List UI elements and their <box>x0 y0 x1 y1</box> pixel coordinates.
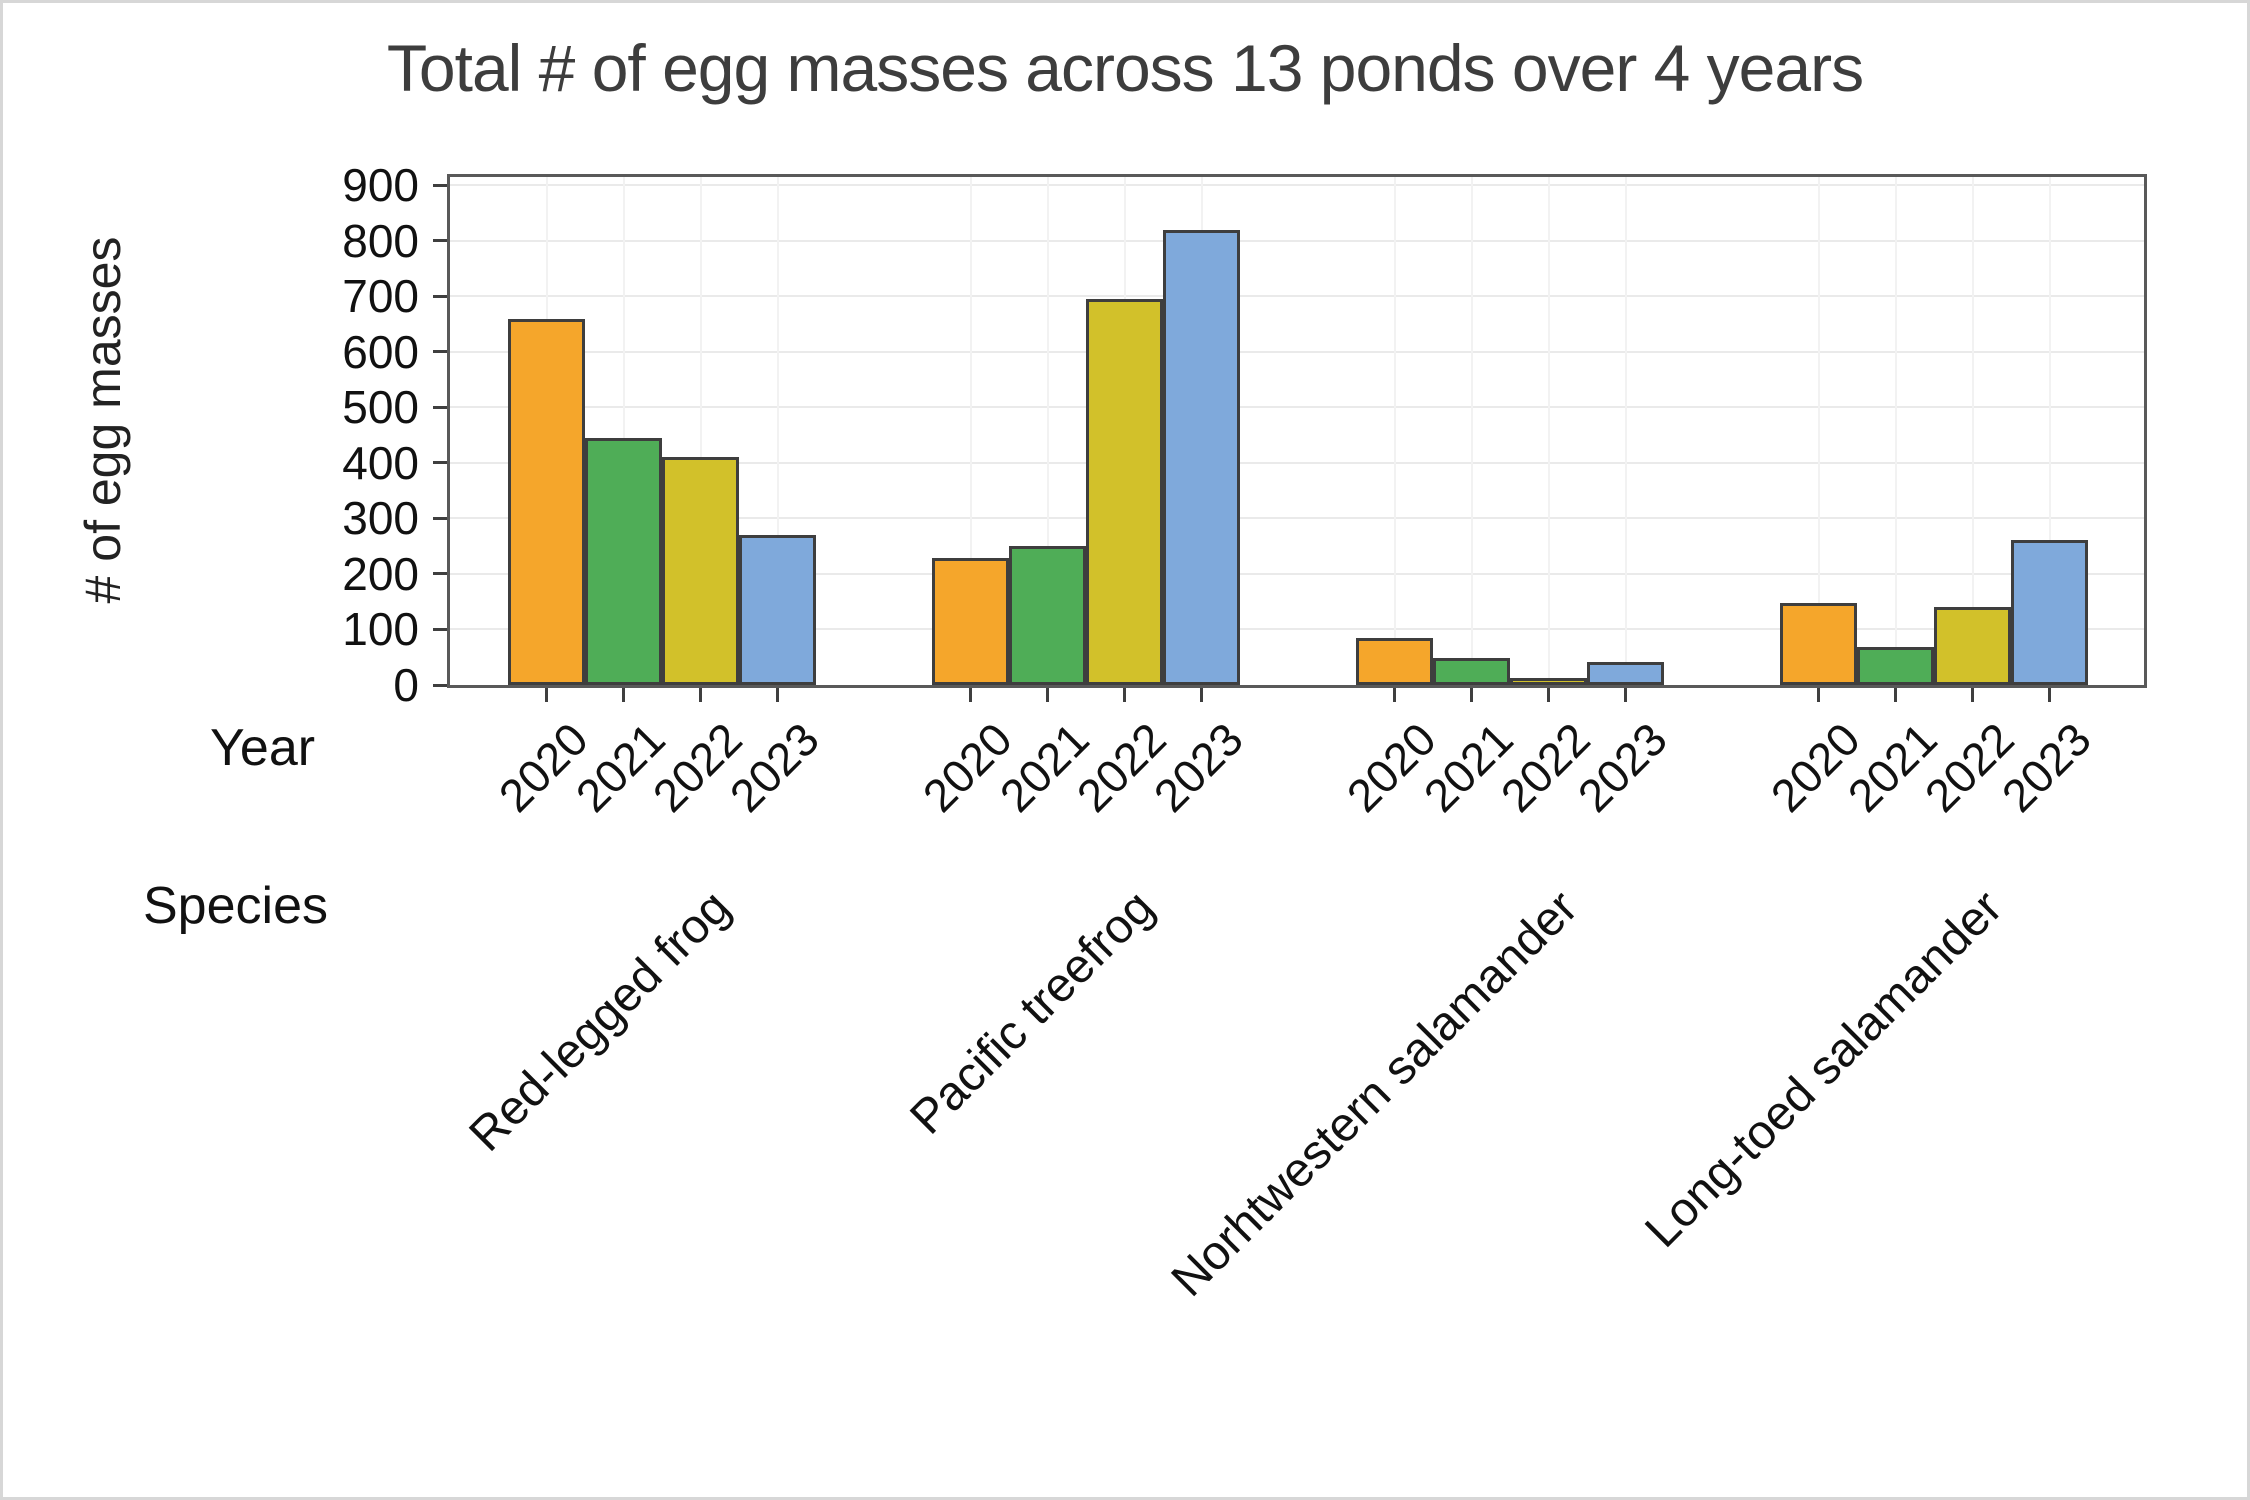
h-gridline-300 <box>450 517 2144 520</box>
bar-2020-pacific-treefrog <box>932 558 1009 685</box>
v-gridline <box>776 177 779 685</box>
y-tick-label-900: 900 <box>342 159 419 212</box>
y-tick-mark-800 <box>433 239 447 243</box>
bar-2023-pacific-treefrog <box>1163 230 1240 685</box>
y-tick-label-600: 600 <box>342 325 419 378</box>
h-gridline-800 <box>450 239 2144 242</box>
x-tick-mark <box>1046 688 1049 702</box>
h-gridline-400 <box>450 461 2144 464</box>
bar-2022-long-toed-salamander <box>1934 607 2011 685</box>
x-tick-mark <box>1971 688 1974 702</box>
y-axis-label: # of egg masses <box>75 236 131 604</box>
x-tick-mark <box>1894 688 1897 702</box>
y-tick-mark-200 <box>433 572 447 576</box>
x-tick-mark <box>1200 688 1203 702</box>
v-gridline <box>1393 177 1396 685</box>
y-tick-label-500: 500 <box>342 381 419 434</box>
bar-2021-norhtwestern-salamander <box>1433 658 1510 685</box>
v-gridline <box>1971 177 1974 685</box>
bar-2023-red-legged-frog <box>739 535 816 685</box>
y-tick-label-700: 700 <box>342 270 419 323</box>
h-gridline-100 <box>450 628 2144 631</box>
x-tick-mark <box>1470 688 1473 702</box>
y-tick-mark-600 <box>433 350 447 354</box>
species-tick-label-norhtwestern-salamander: Norhtwestern salamander <box>1162 880 1589 1307</box>
year-tick-label-2023: 2023 <box>1991 712 2101 822</box>
x-tick-mark <box>622 688 625 702</box>
y-tick-mark-900 <box>433 183 447 187</box>
bar-2020-red-legged-frog <box>508 319 585 685</box>
x-tick-mark <box>545 688 548 702</box>
x-tick-mark <box>1817 688 1820 702</box>
v-gridline <box>2048 177 2051 685</box>
h-gridline-200 <box>450 572 2144 575</box>
v-gridline <box>969 177 972 685</box>
v-gridline <box>622 177 625 685</box>
bar-2020-norhtwestern-salamander <box>1356 638 1433 685</box>
y-tick-label-0: 0 <box>393 659 419 711</box>
h-gridline-900 <box>450 184 2144 187</box>
bar-2021-long-toed-salamander <box>1857 647 1934 685</box>
v-gridline <box>1624 177 1627 685</box>
bar-2021-pacific-treefrog <box>1009 546 1086 685</box>
year-tick-label-2023: 2023 <box>1143 712 1253 822</box>
x-tick-mark <box>699 688 702 702</box>
v-gridline <box>699 177 702 685</box>
x-tick-mark <box>1547 688 1550 702</box>
bar-2020-long-toed-salamander <box>1780 603 1857 685</box>
y-tick-label-300: 300 <box>342 492 419 545</box>
h-gridline-700 <box>450 295 2144 298</box>
species-tick-label-red-legged-frog: Red-legged frog <box>459 880 741 1162</box>
bar-2021-red-legged-frog <box>585 438 662 685</box>
y-tick-mark-500 <box>433 405 447 409</box>
species-axis-caption: Species <box>143 877 328 935</box>
bar-2023-long-toed-salamander <box>2011 540 2088 685</box>
bar-2022-norhtwestern-salamander <box>1510 678 1587 685</box>
year-tick-label-2023: 2023 <box>719 712 829 822</box>
x-tick-mark <box>1624 688 1627 702</box>
h-gridline-600 <box>450 350 2144 353</box>
v-gridline <box>1046 177 1049 685</box>
bar-2022-red-legged-frog <box>662 457 739 685</box>
bar-2022-pacific-treefrog <box>1086 299 1163 685</box>
chart-title: Total # of egg masses across 13 ponds ov… <box>386 31 1864 105</box>
v-gridline <box>1894 177 1897 685</box>
year-tick-label-2023: 2023 <box>1567 712 1677 822</box>
v-gridline <box>1817 177 1820 685</box>
y-tick-mark-0 <box>433 683 447 687</box>
y-tick-label-100: 100 <box>342 603 419 656</box>
h-gridline-500 <box>450 406 2144 409</box>
v-gridline <box>1470 177 1473 685</box>
y-tick-mark-400 <box>433 461 447 465</box>
year-axis-caption: Year <box>210 719 316 777</box>
y-tick-mark-300 <box>433 516 447 520</box>
v-gridline <box>1547 177 1550 685</box>
species-tick-label-pacific-treefrog: Pacific treefrog <box>900 880 1165 1145</box>
y-tick-label-200: 200 <box>342 547 419 600</box>
x-tick-mark <box>1123 688 1126 702</box>
y-tick-label-400: 400 <box>342 436 419 489</box>
y-tick-label-800: 800 <box>342 214 419 267</box>
x-tick-mark <box>969 688 972 702</box>
y-tick-mark-100 <box>433 627 447 631</box>
x-tick-mark <box>2048 688 2051 702</box>
species-tick-label-long-toed-salamander: Long-toed salamander <box>1635 880 2013 1258</box>
bar-2023-norhtwestern-salamander <box>1587 662 1664 685</box>
y-tick-mark-700 <box>433 294 447 298</box>
plot-area <box>447 174 2147 688</box>
x-tick-mark <box>1393 688 1396 702</box>
x-tick-mark <box>776 688 779 702</box>
